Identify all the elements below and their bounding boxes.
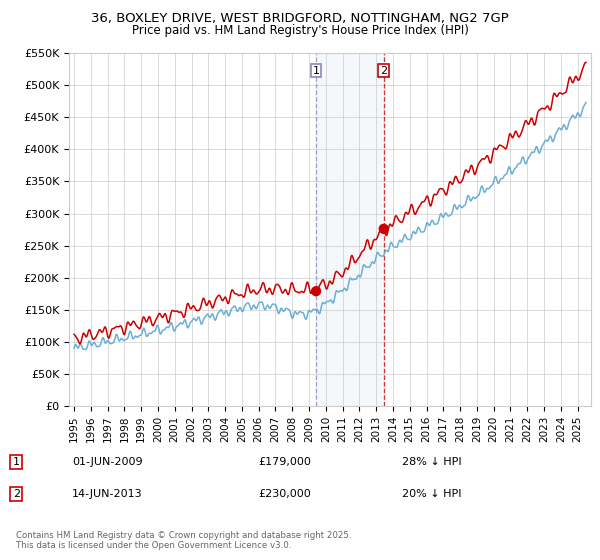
Text: £230,000: £230,000 <box>258 489 311 499</box>
Text: Price paid vs. HM Land Registry's House Price Index (HPI): Price paid vs. HM Land Registry's House … <box>131 24 469 37</box>
Text: 2: 2 <box>380 66 387 76</box>
Text: 20% ↓ HPI: 20% ↓ HPI <box>402 489 461 499</box>
Bar <box>316 53 384 406</box>
Point <box>379 225 389 234</box>
Text: 14-JUN-2013: 14-JUN-2013 <box>72 489 143 499</box>
Text: 28% ↓ HPI: 28% ↓ HPI <box>402 457 461 467</box>
Text: 1: 1 <box>13 457 20 467</box>
Text: 01-JUN-2009: 01-JUN-2009 <box>72 457 143 467</box>
Point <box>311 287 321 296</box>
Text: 1: 1 <box>313 66 320 76</box>
Text: £179,000: £179,000 <box>258 457 311 467</box>
Text: 2: 2 <box>13 489 20 499</box>
Text: Contains HM Land Registry data © Crown copyright and database right 2025.
This d: Contains HM Land Registry data © Crown c… <box>16 530 352 550</box>
Text: 36, BOXLEY DRIVE, WEST BRIDGFORD, NOTTINGHAM, NG2 7GP: 36, BOXLEY DRIVE, WEST BRIDGFORD, NOTTIN… <box>91 12 509 25</box>
